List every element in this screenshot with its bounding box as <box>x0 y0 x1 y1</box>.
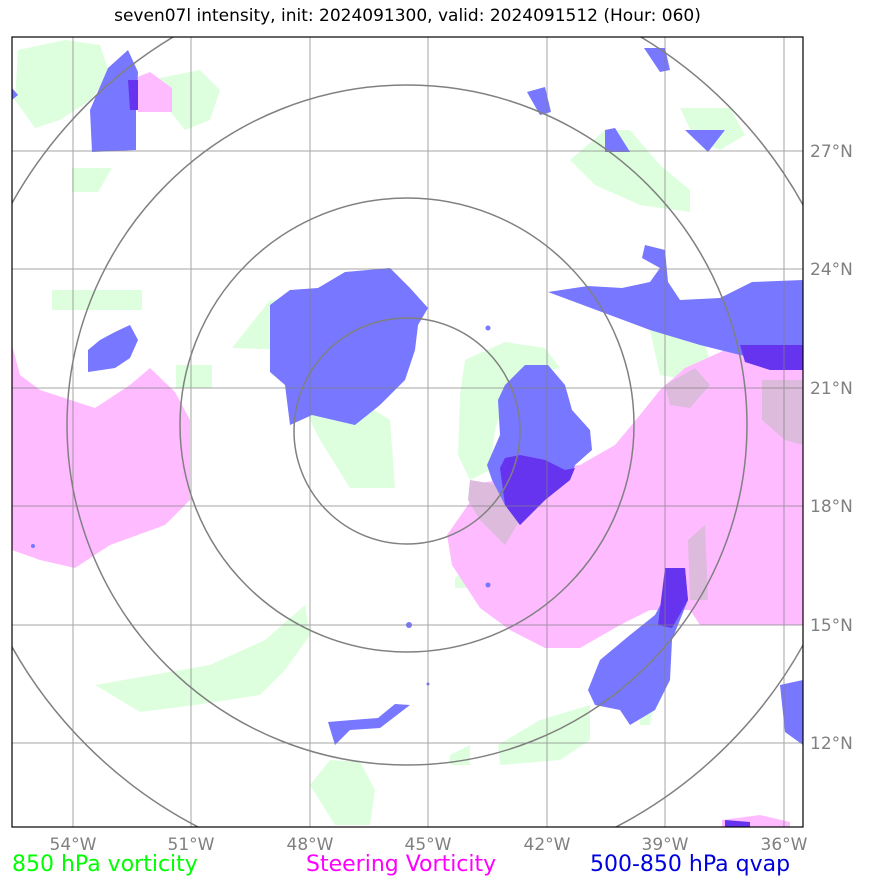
lat-label: 18°N <box>810 497 853 517</box>
range-rings <box>12 37 803 827</box>
map-frame <box>11 36 804 828</box>
lon-label: 54°W <box>50 835 97 855</box>
overlap-layer <box>468 368 803 600</box>
lat-label: 15°N <box>810 616 853 636</box>
lat-lon-grid <box>12 37 803 827</box>
lat-label: 21°N <box>810 379 853 399</box>
steering-vorticity-layer <box>12 72 803 827</box>
lon-label: 45°W <box>405 835 452 855</box>
lat-label: 27°N <box>810 142 853 162</box>
lat-labels: 27°N 24°N 21°N 18°N 15°N 12°N <box>810 142 853 754</box>
lon-label: 51°W <box>168 835 215 855</box>
map-title: seven07l intensity, init: 2024091300, va… <box>114 6 701 26</box>
lon-label: 39°W <box>642 835 689 855</box>
legend-850-vorticity: 850 hPa vorticity <box>12 852 198 877</box>
legend-steering-vorticity: Steering Vorticity <box>306 852 497 877</box>
lat-label: 24°N <box>810 260 853 280</box>
lat-label: 12°N <box>810 734 853 754</box>
lon-label: 42°W <box>524 835 571 855</box>
lon-labels: 54°W 51°W 48°W 45°W 42°W 39°W 36°W <box>50 835 808 855</box>
lon-label: 36°W <box>761 835 808 855</box>
lon-label: 48°W <box>287 835 334 855</box>
legend-qvap: 500-850 hPa qvap <box>590 852 791 877</box>
